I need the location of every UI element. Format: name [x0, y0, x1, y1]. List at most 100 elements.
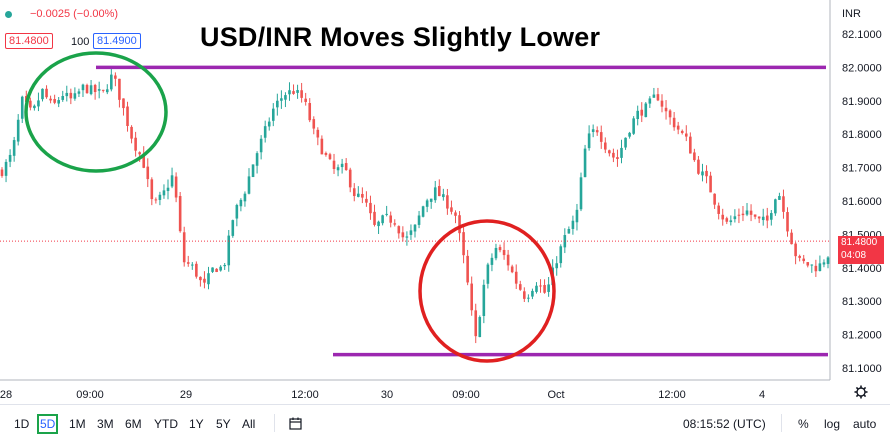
candle: [575, 203, 579, 231]
tf-ytd[interactable]: YTD: [154, 417, 178, 431]
y-tick-label: 81.6000: [842, 196, 882, 208]
candle: [713, 193, 716, 209]
candle: [37, 92, 40, 112]
candle: [709, 171, 712, 193]
candle: [595, 126, 599, 136]
tf-1y[interactable]: 1Y: [189, 417, 204, 431]
candle: [531, 288, 534, 300]
candle: [822, 259, 826, 268]
bid-price[interactable]: 81.4800: [5, 33, 53, 49]
percent-toggle[interactable]: %: [798, 417, 809, 431]
candle: [778, 192, 781, 201]
candle: [122, 98, 125, 116]
candle: [45, 85, 48, 99]
candle: [608, 149, 611, 157]
tf-5y[interactable]: 5Y: [216, 417, 231, 431]
candle: [599, 125, 603, 149]
x-tick-label: 30: [381, 389, 393, 401]
candle: [417, 210, 421, 229]
candle: [798, 254, 801, 262]
candle: [280, 90, 283, 109]
candle: [733, 209, 737, 223]
candle: [105, 84, 109, 95]
red-circle-annotation: [418, 219, 556, 363]
candle: [146, 158, 150, 188]
candle: [401, 226, 405, 242]
price-chart[interactable]: 82.1000 82.0000 81.9000 81.8000 81.7000 81.60…: [0, 0, 890, 404]
tf-3m[interactable]: 3M: [97, 417, 114, 431]
candle: [535, 282, 538, 294]
candle: [77, 88, 81, 98]
tf-1m[interactable]: 1M: [69, 417, 86, 431]
candle: [110, 68, 113, 92]
candle: [729, 215, 733, 226]
candle: [373, 204, 376, 227]
candle: [162, 184, 166, 199]
tf-all[interactable]: All: [242, 417, 256, 431]
candle: [53, 94, 56, 105]
candle: [199, 276, 202, 287]
auto-toggle[interactable]: auto: [853, 417, 877, 431]
candle: [753, 214, 757, 220]
candle: [288, 82, 291, 101]
candle: [644, 102, 648, 118]
divider: [274, 414, 275, 432]
candle: [158, 191, 162, 206]
candle: [16, 114, 20, 146]
candle: [267, 117, 271, 131]
candle: [770, 210, 773, 226]
bottom-toolbar: 1D 5D 1M 3M 6M YTD 1Y 5Y All 08:15:52 (U…: [0, 404, 890, 438]
candle: [656, 87, 660, 102]
candle: [818, 255, 822, 272]
candle: [393, 219, 397, 227]
change-label: −0.0025 (−0.00%): [30, 8, 119, 20]
candle: [697, 156, 700, 175]
candle: [612, 148, 615, 163]
candle: [684, 125, 688, 142]
y-tick-label: 82.0000: [842, 62, 882, 74]
tf-5d[interactable]: 5D: [36, 414, 59, 434]
candle: [648, 96, 652, 108]
x-tick-label: 12:00: [658, 389, 686, 401]
candle: [737, 208, 741, 224]
candle: [523, 287, 526, 303]
candle: [231, 219, 235, 238]
candle: [628, 131, 631, 139]
y-tick-label: 81.7000: [842, 163, 882, 175]
candle: [243, 191, 247, 207]
candle: [211, 267, 214, 274]
candle: [385, 205, 388, 217]
clock-time[interactable]: 08:15:52 (UTC): [683, 417, 766, 431]
candle: [405, 231, 409, 246]
candle: [579, 172, 583, 212]
candle: [446, 188, 449, 215]
spread-label: 100: [71, 36, 90, 48]
candle: [693, 148, 696, 162]
log-toggle[interactable]: log: [824, 417, 841, 431]
candle: [284, 92, 287, 108]
candle: [348, 167, 352, 193]
x-tick-label: Oct: [547, 389, 564, 401]
ask-price[interactable]: 81.4900: [93, 33, 141, 49]
x-tick-label: 28: [0, 389, 12, 401]
candle: [664, 100, 668, 120]
candle: [705, 165, 708, 184]
candle: [357, 186, 360, 198]
candle: [0, 167, 4, 178]
candle: [215, 268, 218, 273]
candle: [65, 85, 69, 102]
date-range-icon[interactable]: [289, 417, 303, 431]
y-tick-label: 81.3000: [842, 296, 882, 308]
candle: [166, 179, 170, 200]
tf-1d[interactable]: 1D: [14, 417, 30, 431]
candle: [442, 188, 445, 201]
candle: [114, 72, 117, 87]
candle: [69, 88, 73, 105]
candle: [470, 276, 473, 316]
tf-6m[interactable]: 6M: [125, 417, 142, 431]
candle: [539, 279, 542, 293]
candle: [466, 249, 469, 286]
candle: [425, 198, 429, 213]
candle: [583, 144, 587, 178]
candle: [336, 164, 340, 177]
